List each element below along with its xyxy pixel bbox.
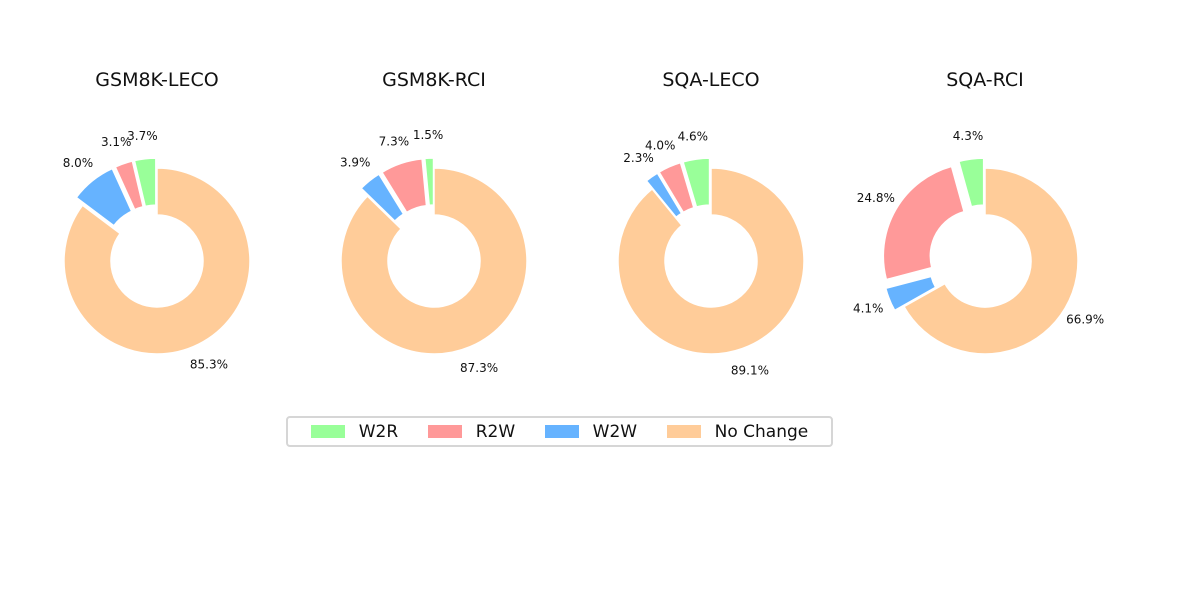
legend-swatch-no-change — [666, 425, 701, 438]
legend-item-w2r: W2R — [310, 421, 399, 442]
slice-w2w — [360, 173, 405, 223]
legend-item-no-change: No Change — [666, 421, 809, 442]
legend-item-r2w: R2W — [427, 421, 516, 442]
slice-w2w — [884, 275, 937, 312]
slice-r2w — [882, 165, 965, 281]
data-label-r2w: 3.1% — [101, 135, 132, 149]
data-label-no-change: 87.3% — [460, 361, 498, 375]
legend-swatch-w2r — [310, 425, 345, 438]
donut-chart-gsm8k-leco: GSM8K-LECO 3.7%3.1% 8.0% 85.3% — [63, 69, 251, 372]
data-label-w2r: 1.5% — [413, 128, 444, 142]
slice-no-change — [63, 167, 251, 355]
chart-title: GSM8K-RCI — [382, 69, 486, 91]
slice-no-change — [617, 167, 805, 355]
chart-title: GSM8K-LECO — [95, 69, 218, 91]
data-label-w2r: 3.7% — [127, 129, 158, 143]
legend-label-r2w: R2W — [475, 421, 516, 442]
data-label-w2w: 2.3% — [623, 151, 654, 165]
chart-title: SQA-LECO — [662, 69, 759, 91]
data-label-w2r: 4.6% — [678, 129, 709, 143]
slice-r2w — [658, 161, 695, 214]
data-label-r2w: 24.8% — [857, 191, 895, 205]
data-label-r2w: 4.0% — [645, 139, 676, 153]
data-label-r2w: 7.3% — [379, 135, 410, 149]
legend-swatch-r2w — [427, 425, 462, 438]
slice-w2w — [75, 167, 133, 227]
legend-label-no-change: No Change — [714, 421, 809, 442]
slice-w2r — [957, 157, 985, 208]
data-label-no-change: 85.3% — [190, 358, 228, 372]
data-label-w2w: 8.0% — [63, 156, 94, 170]
data-label-no-change: 66.9% — [1066, 313, 1104, 327]
legend-item-w2w: W2W — [544, 421, 638, 442]
slice-no-change — [340, 167, 528, 355]
chart-title: SQA-RCI — [946, 69, 1024, 91]
data-label-w2w: 4.1% — [853, 301, 884, 315]
slice-no-change — [902, 167, 1079, 355]
slice-w2r — [682, 157, 711, 208]
legend-label-w2r: W2R — [358, 421, 399, 442]
data-label-w2r: 4.3% — [953, 129, 984, 143]
donut-chart-sqa-leco: SQA-LECO 4.6%4.0%2.3% 89.1% — [617, 69, 805, 377]
donut-chart-sqa-rci: SQA-RCI 4.3% 24.8% 4.1% 66.9% — [853, 69, 1104, 355]
legend-swatch-w2w — [544, 425, 579, 438]
legend-label-w2w: W2W — [592, 421, 638, 442]
data-label-w2w: 3.9% — [340, 156, 371, 170]
slice-r2w — [114, 160, 145, 211]
chart-legend: W2R R2W W2W No Change — [286, 416, 833, 447]
slice-w2r — [423, 157, 435, 207]
data-label-no-change: 89.1% — [731, 363, 769, 377]
slice-r2w — [380, 158, 428, 214]
donut-chart-gsm8k-rci: GSM8K-RCI 1.5%7.3% 3.9% 87.3% — [340, 69, 528, 375]
slice-w2r — [133, 157, 157, 208]
